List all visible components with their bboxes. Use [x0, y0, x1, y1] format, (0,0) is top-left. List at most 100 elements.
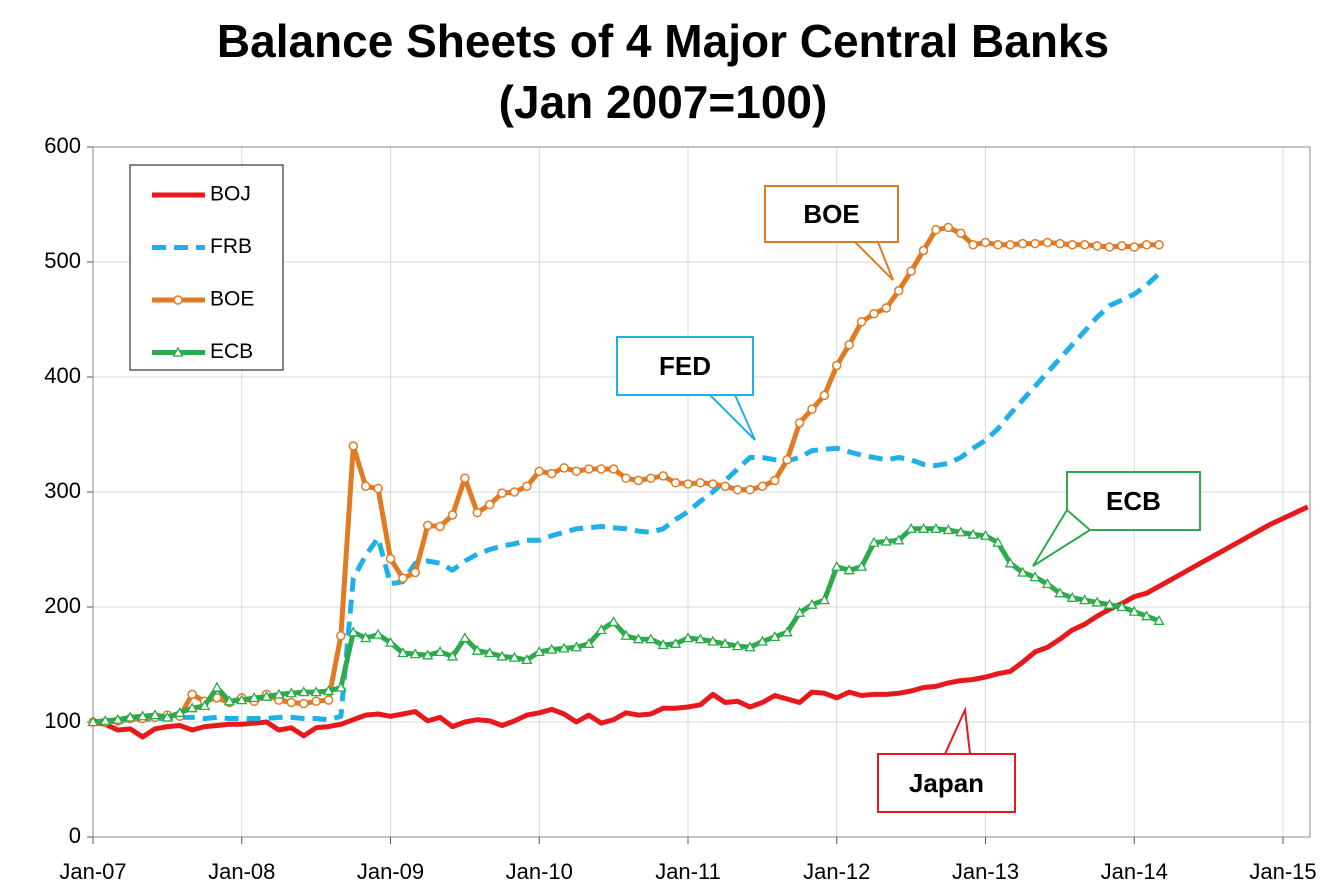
legend-label: ECB	[210, 340, 253, 363]
point	[571, 466, 582, 477]
callout-box	[764, 185, 899, 243]
point	[968, 240, 978, 250]
point	[174, 706, 186, 717]
callout-box	[616, 336, 754, 396]
point	[248, 692, 260, 702]
point	[298, 698, 309, 709]
point	[645, 633, 657, 644]
point	[161, 711, 173, 722]
point	[657, 639, 669, 650]
point	[522, 481, 532, 491]
point	[136, 710, 149, 721]
point	[881, 303, 892, 313]
point	[223, 695, 235, 706]
point	[905, 522, 917, 533]
point	[99, 715, 112, 725]
point	[398, 573, 408, 583]
point	[1054, 587, 1066, 598]
y-tick-label: 0	[69, 823, 81, 848]
point	[422, 649, 434, 660]
point	[1079, 594, 1091, 605]
point	[435, 521, 445, 532]
callout-label: Japan	[909, 768, 984, 798]
point	[731, 640, 744, 651]
series-boj	[92, 504, 1309, 740]
x-tick-label: Jan-10	[506, 859, 573, 884]
point	[744, 641, 756, 652]
point	[608, 464, 619, 474]
point	[1153, 614, 1165, 625]
point	[273, 688, 285, 699]
point	[708, 479, 718, 489]
point	[832, 360, 842, 371]
x-tick-label: Jan-07	[59, 859, 126, 884]
point	[621, 473, 631, 483]
point	[323, 695, 334, 705]
point	[931, 225, 941, 235]
point	[347, 626, 359, 637]
point	[831, 560, 843, 571]
point	[1029, 571, 1041, 582]
point	[757, 481, 768, 491]
point	[856, 317, 867, 327]
point	[298, 686, 310, 697]
point	[719, 637, 731, 648]
point	[472, 507, 483, 518]
point	[1141, 240, 1152, 250]
point	[694, 633, 707, 644]
point	[720, 481, 730, 491]
point	[707, 635, 719, 646]
callout-pointer	[852, 241, 894, 281]
line	[92, 504, 1309, 740]
point	[186, 702, 198, 713]
line	[92, 526, 1160, 725]
point	[843, 564, 855, 575]
point	[682, 632, 694, 643]
callout-pointer	[943, 706, 972, 755]
point	[198, 700, 211, 711]
point	[1005, 240, 1016, 250]
x-tick-label: Jan-13	[952, 859, 1019, 884]
point	[1079, 240, 1090, 250]
point	[893, 534, 905, 545]
point	[794, 418, 805, 428]
point	[410, 567, 421, 578]
x-tick-label: Jan-15	[1249, 859, 1316, 884]
point	[348, 441, 359, 451]
point	[124, 711, 136, 722]
callout-box	[877, 753, 1016, 813]
callout-label: ECB	[1106, 486, 1161, 516]
plot-border	[92, 146, 1311, 838]
series-ecb	[87, 522, 1165, 727]
point	[360, 632, 372, 643]
point	[496, 650, 508, 661]
point	[608, 616, 620, 627]
point	[336, 631, 346, 641]
point	[236, 694, 248, 705]
point	[769, 631, 781, 642]
point	[658, 471, 668, 481]
point	[893, 286, 904, 296]
callout-pointer	[707, 394, 756, 441]
point	[559, 463, 569, 473]
point	[980, 237, 991, 248]
point	[584, 464, 594, 474]
point	[683, 479, 693, 489]
x-tick-label: Jan-12	[803, 859, 870, 884]
point	[620, 629, 632, 640]
callout-box	[1066, 471, 1201, 531]
point	[260, 690, 273, 701]
point	[632, 633, 645, 644]
point	[967, 528, 979, 539]
point	[322, 685, 335, 696]
point	[1030, 238, 1040, 249]
point	[509, 487, 520, 497]
point	[732, 484, 743, 495]
point	[360, 481, 371, 491]
point	[955, 228, 966, 238]
point	[1154, 240, 1164, 250]
point	[670, 637, 682, 648]
legend-label: BOE	[210, 288, 254, 311]
point	[1103, 598, 1116, 609]
